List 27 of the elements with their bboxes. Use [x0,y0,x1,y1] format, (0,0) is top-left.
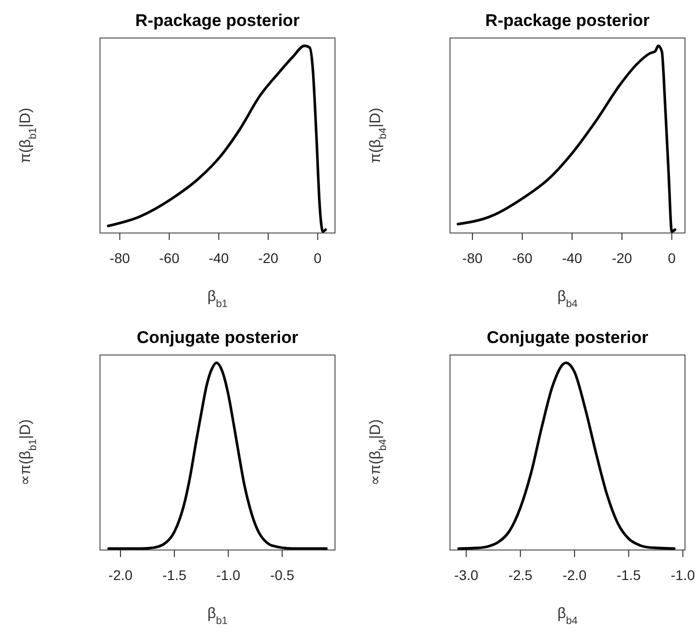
x-tick-label: -1.0 [216,567,241,583]
chart-title: Conjugate posterior [486,328,649,347]
x-tick-label: -80 [110,250,130,266]
x-tick-label: -60 [512,250,533,266]
x-tick-label: 0 [314,250,322,266]
x-tick-label: -40 [562,250,582,266]
x-axis-title: β$_{b4}$ [557,288,578,310]
x-tick-label: -40 [208,250,230,266]
x-tick-label: -20 [258,250,279,266]
x-tick-label: -2.5 [508,567,533,583]
x-axis-title: β$_{b4}$ [557,605,578,627]
x-tick-label: -0.5 [270,567,294,583]
x-axis-title: β$_{b1}$ [207,605,228,627]
chart-title: R-package posterior [135,11,300,30]
chart-title: R-package posterior [485,11,650,30]
x-tick-label: -1.5 [616,567,641,583]
x-tick-label: -20 [612,250,632,266]
x-axis-title: β$_{b1}$ [207,288,228,310]
chart-title: Conjugate posterior [136,328,299,347]
x-tick-label: -60 [159,250,180,266]
x-tick-label: -2.0 [108,567,133,583]
x-tick-label: 0 [668,250,676,266]
x-tick-label: -80 [462,250,483,266]
x-tick-label: -1.0 [670,567,696,583]
x-tick-label: -3.0 [454,567,479,583]
x-tick-label: -2.0 [562,567,587,583]
x-tick-label: -1.5 [162,567,187,583]
